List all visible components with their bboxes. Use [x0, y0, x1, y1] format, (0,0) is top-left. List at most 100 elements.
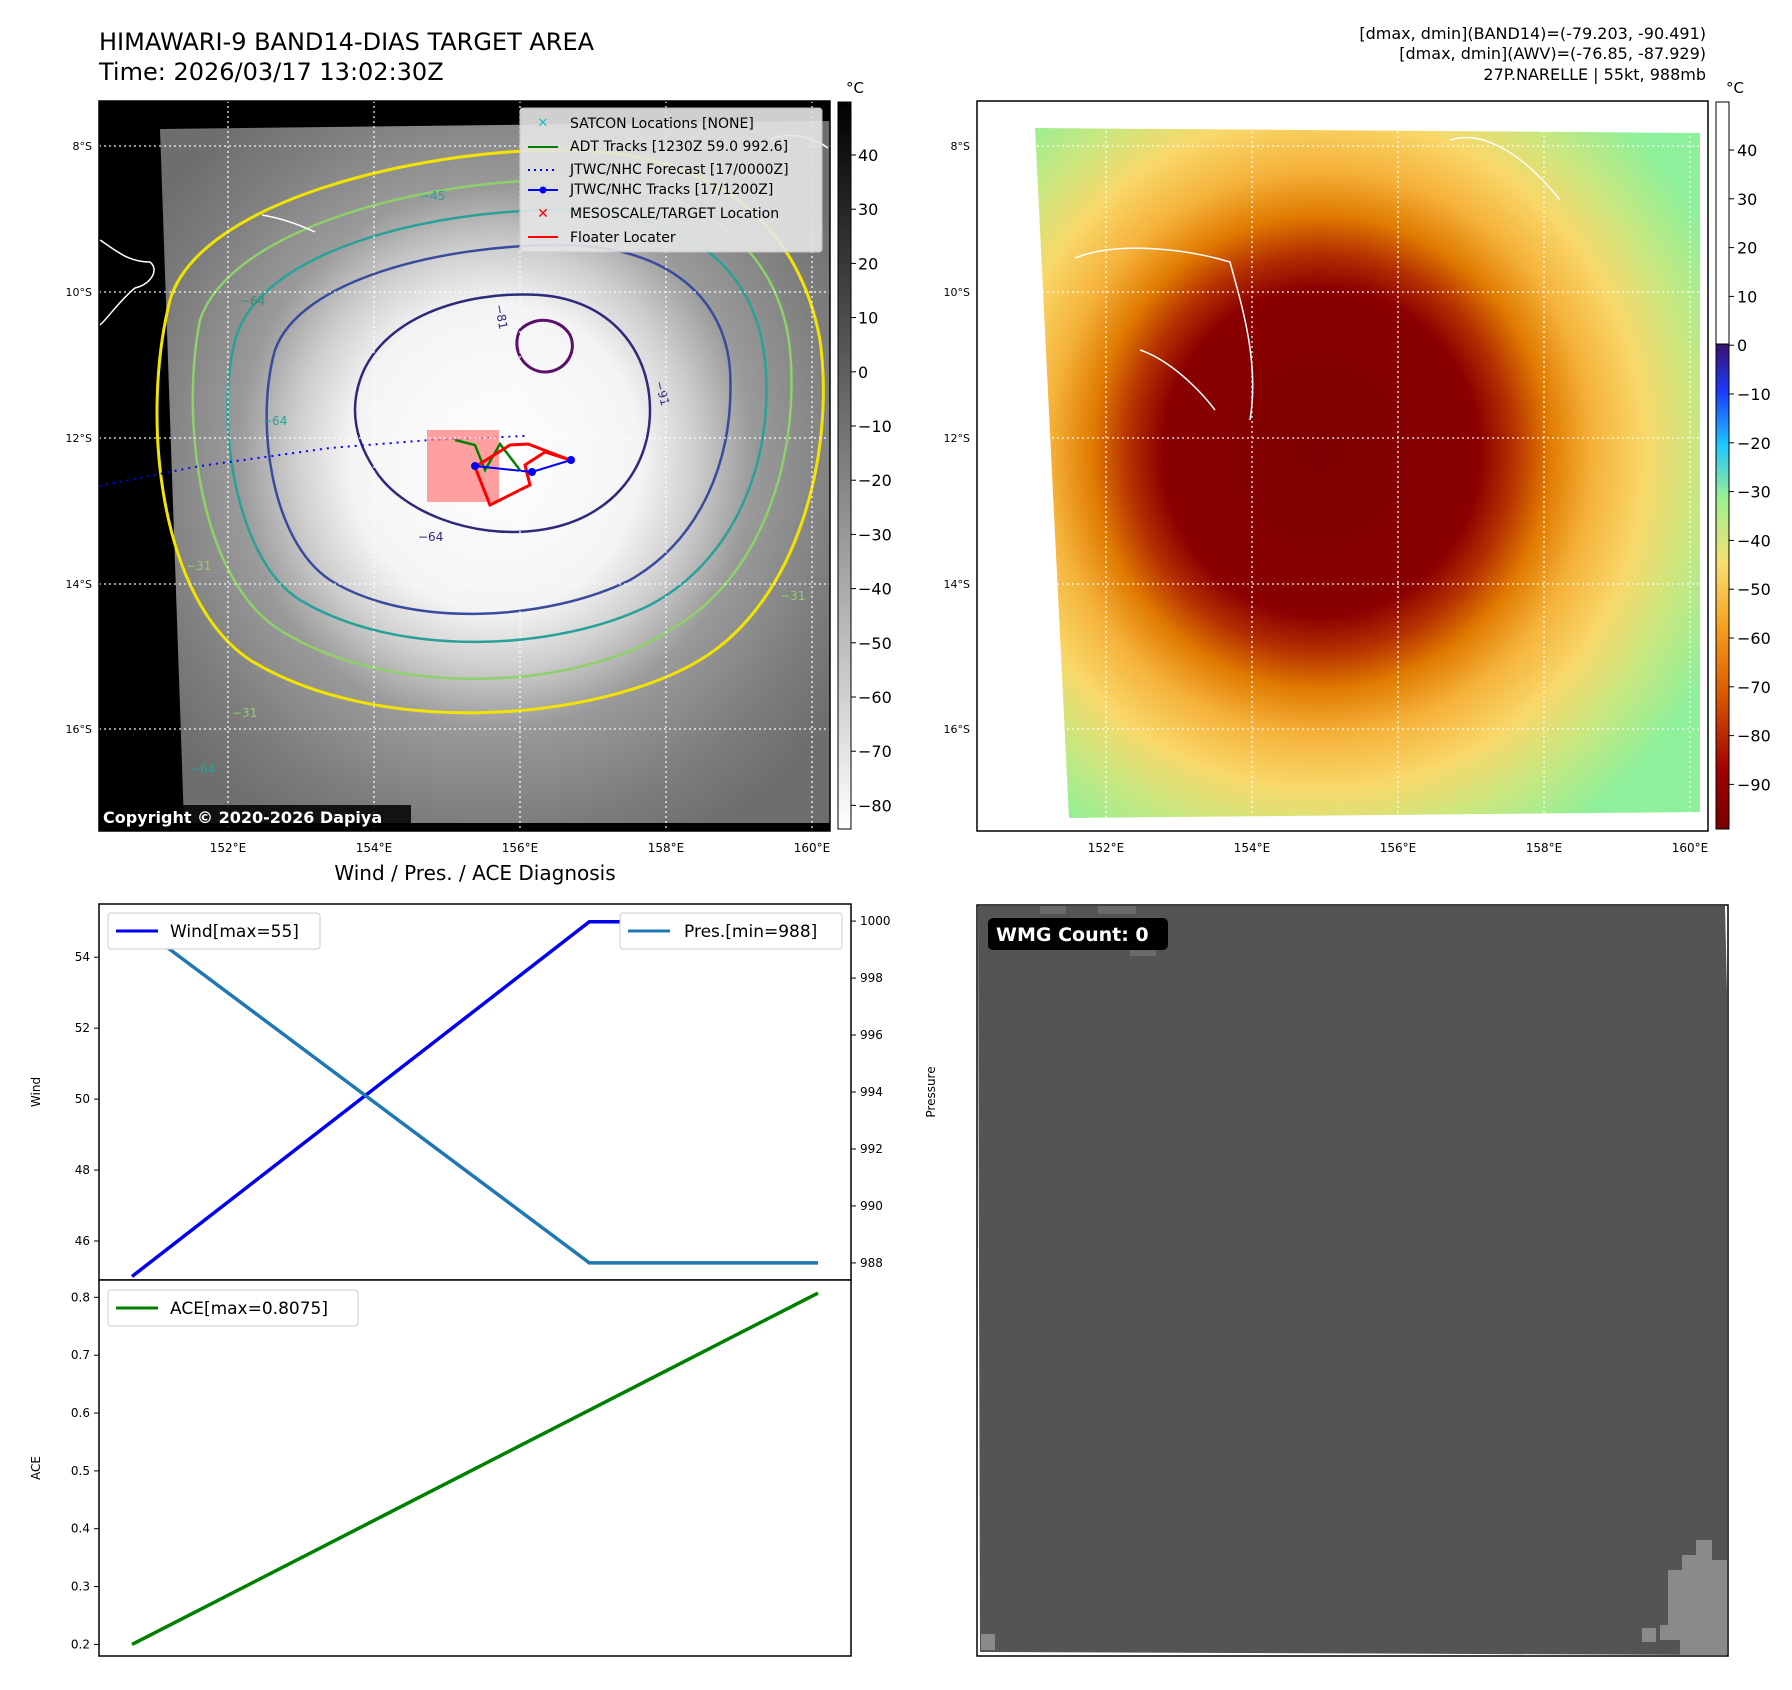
ace-tick-label: 0.3 — [71, 1580, 90, 1594]
awv-image — [1035, 128, 1700, 818]
legend-tracks-dot — [539, 186, 547, 194]
lat-label: 8°S — [73, 140, 92, 153]
band14-map-panel: −64 −81 −91 −64 −64 −31 −31 −31 −45 −64 — [66, 100, 831, 855]
jtwc-track-point — [567, 456, 575, 464]
colorbar-tick-label: −40 — [1737, 531, 1771, 550]
contour-label: −31 — [232, 706, 257, 720]
map-right-lat-labels: 8°S 10°S 12°S 14°S 16°S — [944, 140, 970, 736]
pressure-tick-label: 988 — [860, 1256, 883, 1270]
wmg-count-label: WMG Count: 0 — [996, 924, 1149, 946]
colorbar-tick-label: −30 — [1737, 483, 1771, 502]
contour-label: −64 — [190, 762, 215, 776]
wind-pressure-chart: 46 48 50 52 54 988 990 992 994 996 998 1000 Wind P… — [29, 903, 938, 1281]
contour-label: −64 — [262, 414, 287, 428]
wind-legend-label: Wind[max=55] — [170, 922, 299, 942]
colorbar-tick-label: 10 — [858, 309, 878, 328]
wmg-cell — [1098, 906, 1136, 914]
ace-lines — [131, 1291, 819, 1646]
lon-label: 152°E — [210, 841, 247, 855]
contour-label: −64 — [418, 530, 443, 544]
legend-label: ADT Tracks [1230Z 59.0 992.6] — [570, 139, 788, 155]
lat-label: 8°S — [951, 140, 970, 153]
contour-cold1 — [265, 243, 732, 616]
pressure-tick-label: 990 — [860, 1199, 883, 1213]
coastline-island — [261, 214, 316, 233]
colorbar-tick-label: −50 — [858, 634, 892, 653]
contour-label: −45 — [420, 189, 445, 203]
lat-label: 16°S — [944, 723, 970, 736]
contour-coldest — [515, 318, 574, 374]
lon-label: 158°E — [1526, 841, 1563, 855]
diagnosis-title: Wind / Pres. / ACE Diagnosis — [334, 861, 615, 885]
contour-label: −91 — [652, 379, 672, 407]
colorbar-tick-label: −80 — [858, 796, 892, 815]
colorbar-tick-label: 20 — [1737, 239, 1757, 258]
info-storm: 27P.NARELLE | 55kt, 988mb — [1483, 65, 1706, 84]
coastline — [1449, 136, 1561, 201]
wind-tick-label: 46 — [75, 1234, 90, 1248]
pressure-tick-label: 998 — [860, 971, 883, 985]
colorbar-tick-label: −30 — [858, 525, 892, 544]
wmg-cells-grey — [1660, 1540, 1727, 1655]
ace-tick-label: 0.5 — [71, 1464, 90, 1478]
wind-axis-ticks: 46 48 50 52 54 — [75, 950, 99, 1248]
lat-label: 14°S — [944, 578, 970, 591]
info-awv: [dmax, dmin](AWV)=(-76.85, -87.929) — [1399, 44, 1706, 63]
legend-label: JTWC/NHC Tracks [17/1200Z] — [569, 182, 773, 198]
adt-track — [454, 438, 521, 473]
colorbar-tick-label: −40 — [858, 580, 892, 599]
lat-label: 16°S — [66, 723, 92, 736]
lon-label: 156°E — [1380, 841, 1417, 855]
colorbar-tick-label: −20 — [1737, 434, 1771, 453]
pressure-legend-box — [619, 912, 843, 950]
colorbar-tick-label: 20 — [858, 254, 878, 273]
map-gridlines — [977, 101, 1708, 831]
wind-pressure-plot-area — [98, 903, 852, 1281]
wmg-cell — [1040, 906, 1066, 914]
lon-label: 154°E — [356, 841, 393, 855]
legend-satcon-marker: ✕ — [538, 116, 549, 131]
ace-chart: 0.2 0.3 0.4 0.5 0.6 0.7 0.8 ACE ACE[max=0.8075… — [29, 1279, 852, 1657]
colorbar-unit: °C — [846, 79, 864, 97]
lat-label: 12°S — [944, 432, 970, 445]
figure-time: Time: 2026/03/17 13:02:30Z — [98, 58, 444, 86]
ace-axis-ticks: 0.2 0.3 0.4 0.5 0.6 0.7 0.8 — [71, 1290, 99, 1651]
floater-locater — [473, 442, 571, 508]
lon-label: 158°E — [648, 841, 685, 855]
colorbar-tick-label: 10 — [1737, 287, 1757, 306]
map-frame — [98, 100, 831, 832]
colorbar-gradient-lower — [1715, 343, 1730, 830]
colorbar-tick-label: 0 — [858, 363, 868, 382]
wind-tick-label: 48 — [75, 1163, 90, 1177]
coastline — [1139, 349, 1216, 411]
legend-target-marker: ✕ — [537, 206, 549, 222]
colorbar-tick-label: −70 — [1737, 678, 1771, 697]
wind-legend-box — [107, 912, 321, 950]
legend-box — [519, 107, 823, 253]
lon-label: 160°E — [794, 841, 831, 855]
ace-tick-label: 0.7 — [71, 1348, 90, 1362]
map-left-lon-labels: 152°E 154°E 156°E 158°E 160°E — [210, 841, 831, 855]
info-band14: [dmax, dmin](BAND14)=(-79.203, -90.491) — [1359, 24, 1706, 43]
awv-map-panel: 8°S 10°S 12°S 14°S 16°S 152°E 154°E 156°… — [944, 100, 1709, 855]
colorbar-tick-label: 0 — [1737, 336, 1747, 355]
legend-label: SATCON Locations [NONE] — [570, 116, 754, 132]
awv-colorbar: °C 40 30 20 10 0 −10 −20 −30 −40 −50 −60 −70 −80 −90 — [1715, 79, 1771, 830]
contour-label: −31 — [780, 589, 805, 603]
coastline — [1074, 247, 1254, 421]
ace-tick-label: 0.2 — [71, 1637, 90, 1651]
colorbar-tick-label: −50 — [1737, 580, 1771, 599]
jtwc-track-point — [471, 462, 479, 470]
legend-label: JTWC/NHC Forecast [17/0000Z] — [569, 162, 789, 178]
colorbar-ticks: 40 30 20 10 0 −10 −20 −30 −40 −50 −60 −70 −80 — [851, 146, 892, 815]
pressure-tick-label: 1000 — [860, 914, 891, 928]
colorbar-unit: °C — [1726, 79, 1744, 97]
legend-label: MESOSCALE/TARGET Location — [570, 206, 779, 222]
colorbar-tick-label: −80 — [1737, 727, 1771, 746]
map-left-lat-labels: 8°S 10°S 12°S 14°S 16°S — [66, 140, 92, 736]
ace-tick-label: 0.6 — [71, 1406, 90, 1420]
wind-tick-label: 52 — [75, 1021, 90, 1035]
colorbar-tick-label: −10 — [858, 417, 892, 436]
lat-label: 10°S — [66, 286, 92, 299]
colorbar-tick-label: 30 — [858, 200, 878, 219]
